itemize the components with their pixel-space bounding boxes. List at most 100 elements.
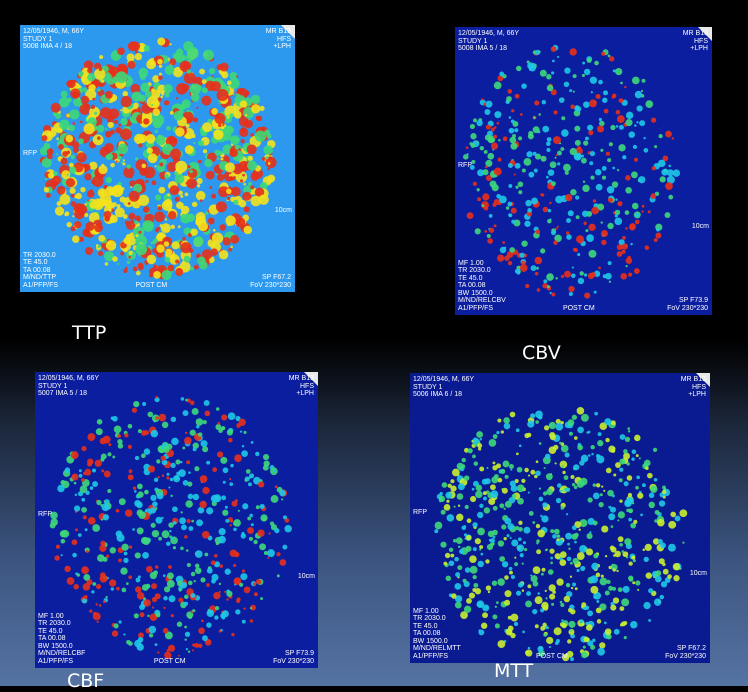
signal-blob: [610, 124, 616, 131]
signal-blob: [650, 193, 657, 199]
signal-blob: [170, 537, 175, 541]
signal-blob: [561, 622, 567, 629]
signal-blob: [472, 574, 477, 580]
signal-blob: [591, 562, 599, 570]
overlay-text: FoV 230*230: [250, 281, 291, 289]
signal-blob: [607, 261, 612, 266]
signal-blob: [182, 410, 189, 417]
signal-blob: [547, 569, 554, 575]
signal-blob: [95, 428, 103, 436]
signal-blob: [534, 256, 543, 265]
signal-blob: [440, 541, 447, 548]
signal-blob: [501, 524, 507, 530]
signal-blob: [83, 594, 88, 600]
signal-blob: [546, 147, 551, 153]
signal-blob: [491, 142, 499, 150]
perfusion-map: 12/05/1946, M, 66Y STUDY 1 5008 IMA 4 / 18…: [20, 25, 295, 292]
signal-blob: [217, 451, 224, 458]
signal-blob: [645, 572, 652, 579]
signal-blob: [619, 499, 623, 503]
signal-blob: [178, 588, 182, 592]
signal-blob: [590, 175, 595, 180]
signal-blob: [462, 578, 467, 583]
signal-blob: [496, 431, 500, 435]
signal-blob: [122, 90, 129, 97]
signal-blob: [204, 158, 213, 168]
signal-blob: [109, 579, 117, 587]
signal-blob: [206, 507, 214, 515]
signal-blob: [553, 240, 558, 245]
signal-blob: [85, 221, 95, 231]
signal-blob: [648, 588, 654, 594]
signal-blob: [586, 234, 594, 242]
signal-blob: [492, 434, 498, 439]
signal-blob: [567, 542, 570, 546]
signal-blob: [493, 224, 497, 228]
signal-blob: [621, 598, 630, 607]
signal-blob: [489, 542, 494, 547]
signal-blob: [679, 509, 688, 518]
signal-blob: [116, 204, 121, 208]
signal-blob: [197, 643, 203, 649]
signal-blob: [88, 84, 96, 92]
signal-blob: [238, 199, 247, 208]
signal-blob: [268, 532, 271, 535]
signal-blob: [555, 154, 558, 157]
signal-blob: [113, 425, 122, 434]
signal-blob: [250, 440, 254, 444]
signal-blob: [473, 461, 479, 466]
signal-blob: [589, 161, 594, 166]
signal-blob: [536, 288, 541, 292]
signal-blob: [583, 221, 587, 226]
signal-blob: [136, 643, 144, 651]
perfusion-map: 12/05/1946, M, 66Y STUDY 1 5007 IMA 5 / 18…: [35, 372, 318, 668]
signal-blob: [546, 137, 552, 142]
signal-blob: [571, 482, 576, 487]
signal-blob: [582, 184, 590, 193]
signal-blob: [170, 416, 177, 423]
signal-blob: [618, 124, 624, 130]
signal-blob: [573, 436, 578, 440]
signal-blob: [574, 540, 577, 544]
signal-blob: [158, 75, 163, 81]
signal-blob: [206, 583, 210, 587]
signal-blob: [653, 598, 662, 606]
signal-blob: [102, 435, 111, 444]
signal-blob: [450, 479, 455, 484]
signal-blob: [181, 83, 190, 92]
signal-blob: [512, 133, 516, 138]
signal-blob: [100, 503, 103, 507]
signal-blob: [82, 583, 91, 591]
signal-blob: [72, 552, 77, 558]
signal-blob: [96, 620, 99, 623]
signal-blob: [555, 227, 558, 230]
signal-blob: [97, 136, 101, 140]
signal-blob: [640, 89, 644, 93]
signal-blob: [155, 135, 166, 146]
signal-blob: [156, 226, 161, 231]
signal-blob: [111, 630, 119, 637]
signal-blob: [609, 506, 617, 513]
map-caption: MTT: [494, 660, 534, 682]
signal-blob: [518, 526, 523, 532]
signal-blob: [555, 277, 558, 280]
signal-blob: [123, 551, 128, 556]
signal-blob: [229, 482, 234, 487]
overlay-text: SP F73.9: [678, 297, 708, 304]
signal-blob: [154, 211, 165, 223]
overlay-left: RFP: [413, 509, 427, 517]
signal-blob: [515, 590, 522, 596]
signal-blob: [560, 444, 569, 453]
signal-blob: [161, 516, 164, 519]
signal-blob: [548, 421, 557, 430]
signal-blob: [163, 596, 168, 601]
signal-blob: [59, 194, 71, 205]
signal-blob: [643, 556, 649, 562]
signal-blob: [250, 523, 254, 527]
overlay-text: TR 2030.0: [23, 251, 56, 259]
signal-blob: [184, 631, 191, 637]
signal-blob: [604, 554, 608, 558]
signal-blob: [456, 462, 464, 470]
signal-blob: [166, 125, 172, 131]
signal-blob: [658, 500, 666, 507]
